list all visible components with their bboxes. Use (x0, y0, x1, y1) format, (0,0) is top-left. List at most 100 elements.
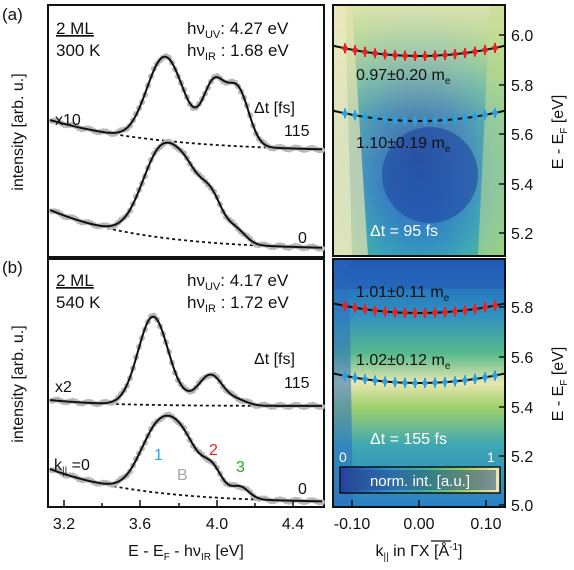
panel-b-energy-tick: 5.4 (511, 400, 533, 417)
panel-a-energy-axis: 6.0 5.8 5.6 5.4 5.2 E - EF [eV] (499, 28, 570, 243)
peak-position (342, 110, 348, 117)
peak-position (372, 377, 378, 384)
panel-a-tag: (a) (2, 5, 23, 24)
peak-position (362, 49, 368, 55)
peak-position (422, 53, 428, 59)
peak-position (462, 115, 468, 121)
panel-b-dt-label: Δt [fs] (254, 351, 295, 368)
peak-position (472, 306, 478, 312)
panel-a-dispersion-fits (333, 42, 505, 126)
colorbar-max: 1 (487, 449, 495, 465)
peak-position (392, 117, 398, 123)
peak-position (482, 112, 488, 118)
panel-b-k-label: k|| =0 (54, 457, 90, 477)
panel-a-hv-ir: hνIR : 1.68 eV (187, 41, 289, 63)
panel-a-dt-upper: 115 (284, 123, 310, 140)
peak-position (462, 377, 468, 384)
total-fit-line (49, 414, 322, 503)
panel-b-y-axis-label: intensity [arb. u.] (10, 325, 27, 442)
panel-a-spectra: (a) 2 ML 300 K hνUV: 4.27 eV hνIR : 1.68… (2, 5, 325, 258)
peak-position (482, 304, 488, 311)
momentum-axis: -0.10 0.00 0.10 k|| in ΓX [Å-1] (334, 500, 502, 563)
panel-b-energy-tick: 5.0 (511, 498, 533, 515)
panel-b-spectra: (b) 2 ML 540 K hνUV: 4.17 eV hνIR : 1.72… (2, 258, 325, 508)
peak-position (362, 114, 368, 120)
panel-a-mass-upper: 0.97±0.20 me (356, 67, 451, 87)
peak-position (442, 379, 448, 385)
panel-b-energy-axis-label: E - EF [eV] (550, 347, 570, 422)
peak-position (342, 45, 348, 52)
peak-position (392, 52, 398, 58)
panel-b-energy-axis: 5.8 5.6 5.4 5.2 5.0 E - EF [eV] (499, 300, 570, 515)
peak-position (382, 51, 388, 58)
panel-a-map-dt: Δt = 95 fs (370, 223, 438, 240)
peak-position (412, 53, 418, 59)
peak-position (432, 52, 438, 59)
panel-a-mass-lower: 1.10±0.19 me (356, 135, 451, 155)
peak-position (472, 48, 478, 55)
peak-position (492, 372, 498, 379)
peak-position (412, 118, 418, 124)
peak-position (382, 378, 388, 385)
panel-b-curves (49, 313, 325, 506)
peak-position (492, 110, 498, 116)
peak-position (422, 380, 428, 386)
left-x-axis: 3.2 3.6 4.0 4.4 E - EF - hνIR [eV] (53, 500, 304, 563)
peak-position (392, 379, 398, 386)
peak-position (402, 117, 408, 124)
peak-position (412, 310, 418, 316)
left-x-tick: 4.0 (206, 516, 228, 533)
left-x-tick: 4.4 (282, 516, 304, 533)
peak-position (362, 376, 368, 383)
peak-1-label: 1 (154, 447, 163, 464)
peak-position (452, 308, 458, 315)
panel-a-energy-axis-label: E - EF [eV] (550, 95, 570, 170)
panel-a-hv-uv: hνUV: 4.27 eV (187, 19, 289, 41)
panel-a-dt-lower: 0 (298, 230, 307, 247)
panel-b-map-dt: Δt = 155 fs (370, 431, 447, 448)
panel-b-coverage: 2 ML (56, 271, 94, 290)
peak-position (432, 117, 438, 124)
peak-position (422, 310, 428, 316)
peak-position (402, 379, 408, 386)
peak-position (372, 307, 378, 314)
peak-3-label: 3 (236, 459, 245, 476)
peak-B-label: B (177, 467, 188, 484)
peak-position (352, 112, 358, 119)
panel-a-curves (49, 53, 325, 252)
panel-b-energy-tick: 5.6 (511, 350, 533, 367)
peak-position (462, 307, 468, 314)
panel-a-energy-tick: 6.0 (511, 28, 533, 45)
panel-b-mass-lower: 1.02±0.12 me (356, 352, 451, 372)
peak-position (462, 50, 468, 56)
peak-position (432, 379, 438, 386)
peak-position (492, 45, 498, 51)
peak-position (362, 306, 368, 313)
panel-a-dt-label: Δt [fs] (254, 100, 295, 117)
peak-position (452, 116, 458, 122)
momentum-tick: 0.00 (403, 516, 434, 533)
panel-b-energy-tick: 5.8 (511, 300, 533, 317)
left-x-tick: 3.2 (53, 516, 75, 533)
peak-position (352, 304, 358, 311)
panel-b-dt-lower: 0 (298, 481, 307, 498)
peak-position (452, 51, 458, 57)
panel-a-energy-tick: 5.6 (511, 127, 533, 144)
momentum-tick: 0.10 (470, 516, 501, 533)
total-fit-line (49, 55, 322, 151)
peak-position (442, 117, 448, 123)
left-x-axis-label: E - EF - hνIR [eV] (128, 543, 244, 563)
panel-a-coverage: 2 ML (56, 19, 94, 38)
panel-b-energy-tick: 5.2 (511, 449, 533, 466)
panel-b-temperature: 540 K (56, 293, 101, 312)
peak-position (402, 309, 408, 316)
panel-a-y-axis-label: intensity [arb. u.] (10, 73, 27, 190)
peak-position (422, 118, 428, 124)
panel-b-hv-ir: hνIR : 1.72 eV (187, 293, 289, 315)
panel-b-tag: (b) (2, 258, 23, 277)
peak-position (492, 302, 498, 309)
peak-position (382, 308, 388, 315)
peak-2-label: 2 (209, 442, 218, 459)
panel-b-dispersion-fits (333, 300, 505, 388)
peak-position (452, 378, 458, 385)
